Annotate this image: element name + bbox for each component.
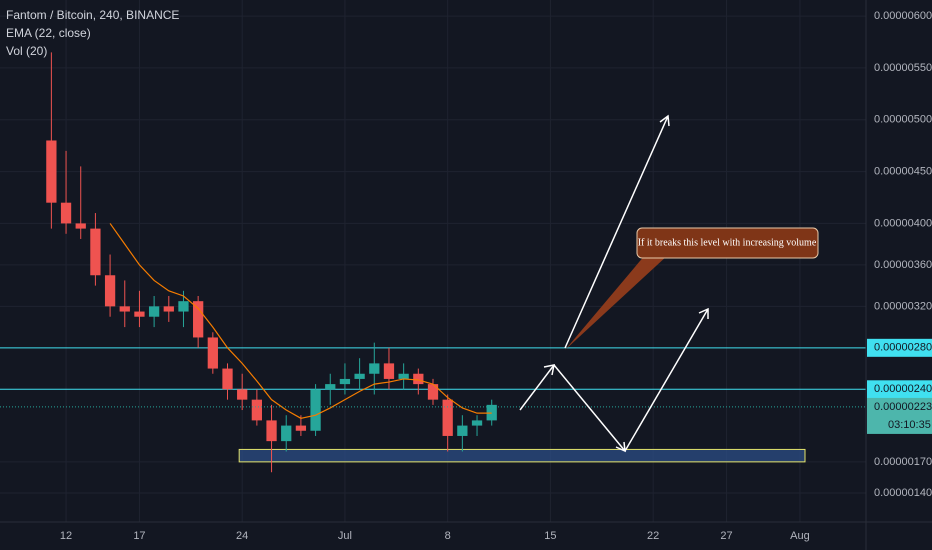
candle-body [251,399,263,421]
arrow-head [698,307,709,319]
countdown: 03:10:35 [888,419,931,431]
y-tick-label: 0.00000170 [874,456,932,468]
candle-body [325,384,336,390]
y-tick-label: 0.00000450 [874,165,932,177]
level-tag [867,338,932,357]
level-label: 0.00000240 [874,383,932,395]
candle-body [339,378,351,385]
arrows [519,114,709,453]
ema-line [109,223,492,419]
y-tick-label: 0.00000140 [874,487,932,499]
x-tick-label: 17 [133,530,145,542]
candle-body [119,306,130,312]
x-tick-label: 8 [445,530,451,542]
arrow [564,115,669,349]
candle-body [148,306,160,317]
candle-body [163,306,174,312]
candle-body [383,363,395,379]
support-zone [238,448,806,463]
x-tick-label: 12 [60,530,72,542]
candle-body [442,399,453,436]
candle-body [134,311,145,317]
candle-body [46,140,57,203]
chart-title: Fantom / Bitcoin, 240, BINANCE [6,8,179,22]
y-tick-label: 0.00000600 [874,10,932,22]
grid [0,0,866,522]
y-tick-label: 0.00000500 [874,114,932,126]
indicator-label: Vol (20) [6,44,47,58]
candle-body [75,223,86,229]
x-tick-label: 22 [647,530,659,542]
callout: If it breaks this level with increasing … [565,227,819,350]
y-tick-label: 0.00000360 [874,259,932,271]
arrow [519,364,555,411]
last-price-tag [867,397,932,434]
callout-box [636,227,819,259]
x-tick-label: Aug [790,530,810,542]
candle-body [295,425,307,431]
candle-body [354,373,365,379]
level-label: 0.00000280 [874,342,932,354]
annotation: If it breaks this level with increasing … [638,237,817,248]
candle-body [178,301,189,312]
x-tick-label: 27 [720,530,732,542]
candle-body [193,301,204,338]
candle-body [457,425,468,436]
callout-pointer [565,255,668,350]
candle-body [281,425,292,442]
candle-body [471,420,483,426]
candle-body [369,363,380,374]
candle-body [398,373,409,379]
marks [0,52,866,473]
candle-body [60,202,72,224]
arrow-head [659,114,670,127]
y-tick-label: 0.00000320 [874,300,932,312]
zone-group [238,448,806,463]
candle-body [413,373,424,385]
candle-body [90,228,101,276]
x-tick-label: 24 [236,530,248,542]
candle-body [310,389,321,431]
candle-body [104,275,116,307]
candle-body [237,389,248,400]
y-tick-label: 0.00000400 [874,217,932,229]
candle-body [266,420,277,442]
indicator-label: EMA (22, close) [6,26,91,40]
x-tick-label: Jul [338,530,352,542]
level-tag [867,380,932,399]
candle-body [222,368,233,390]
x-tick-label: 15 [544,530,556,542]
last-price-label: 0.00000223 [874,401,932,413]
candle-body [207,337,218,369]
candle-body [427,384,439,400]
axis: 0.00000600 0.00000550 0.00000500 0.00000450… [60,10,932,542]
arrow [624,308,709,452]
y-tick-label: 0.00000550 [874,62,932,74]
arrow [553,364,626,452]
